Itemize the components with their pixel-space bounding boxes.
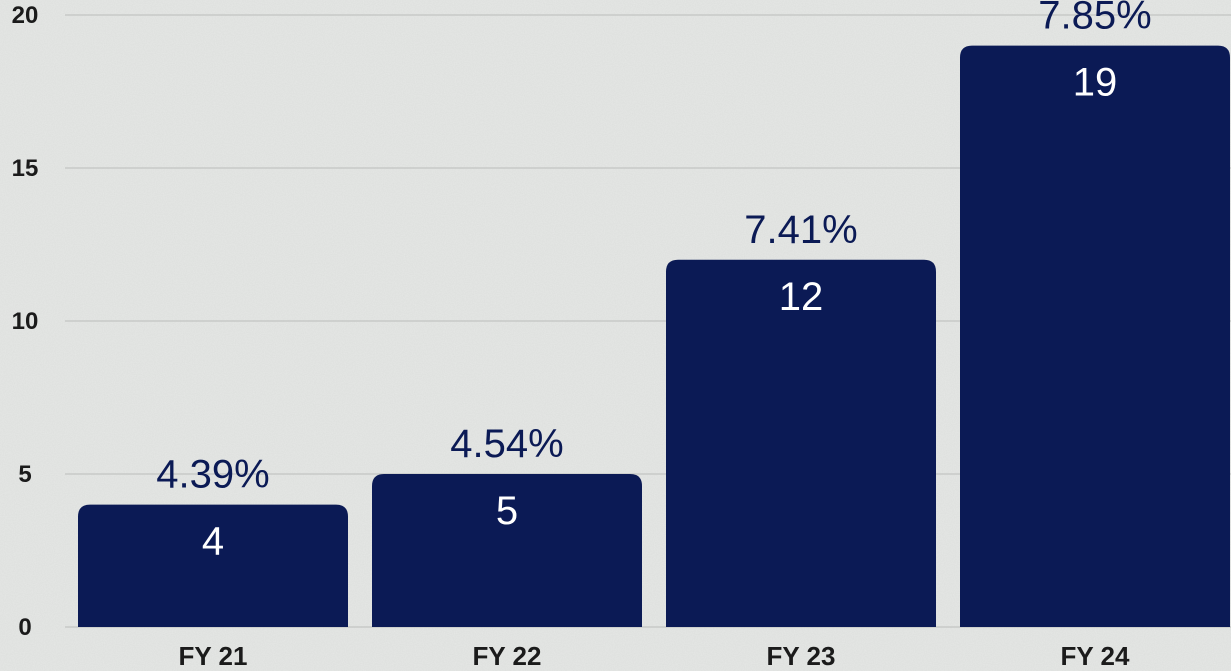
bar: [960, 45, 1230, 628]
x-tick-label: FY 23: [767, 641, 836, 671]
y-axis-tick-labels: 0 5 10 15 20: [12, 2, 39, 641]
bar-value-label: 5: [496, 489, 518, 533]
bar-annotation-label: 4.54%: [450, 422, 563, 466]
bar-annotation-label: 4.39%: [156, 453, 269, 497]
x-axis-tick-labels: FY 21 FY 22 FY 23 FY 24: [179, 641, 1130, 671]
bar-value-label: 12: [779, 275, 824, 319]
y-tick-label: 5: [18, 461, 31, 488]
bar: [666, 259, 936, 627]
bar-value-label: 4: [202, 520, 224, 564]
bar: [372, 474, 642, 627]
bar-annotation-label: 7.41%: [744, 208, 857, 252]
bar-value-label: 19: [1073, 61, 1118, 105]
bar: [78, 504, 348, 627]
y-tick-label: 15: [12, 155, 39, 182]
x-tick-label: FY 24: [1061, 641, 1130, 671]
bars: 4 4.39% 5 4.54% 12 7.41% 19 7.85%: [78, 0, 1230, 628]
y-tick-label: 0: [18, 614, 31, 641]
y-tick-label: 10: [12, 308, 39, 335]
y-tick-label: 20: [12, 2, 39, 29]
x-tick-label: FY 22: [473, 641, 542, 671]
x-tick-label: FY 21: [179, 641, 248, 671]
bar-annotation-label: 7.85%: [1038, 0, 1151, 38]
